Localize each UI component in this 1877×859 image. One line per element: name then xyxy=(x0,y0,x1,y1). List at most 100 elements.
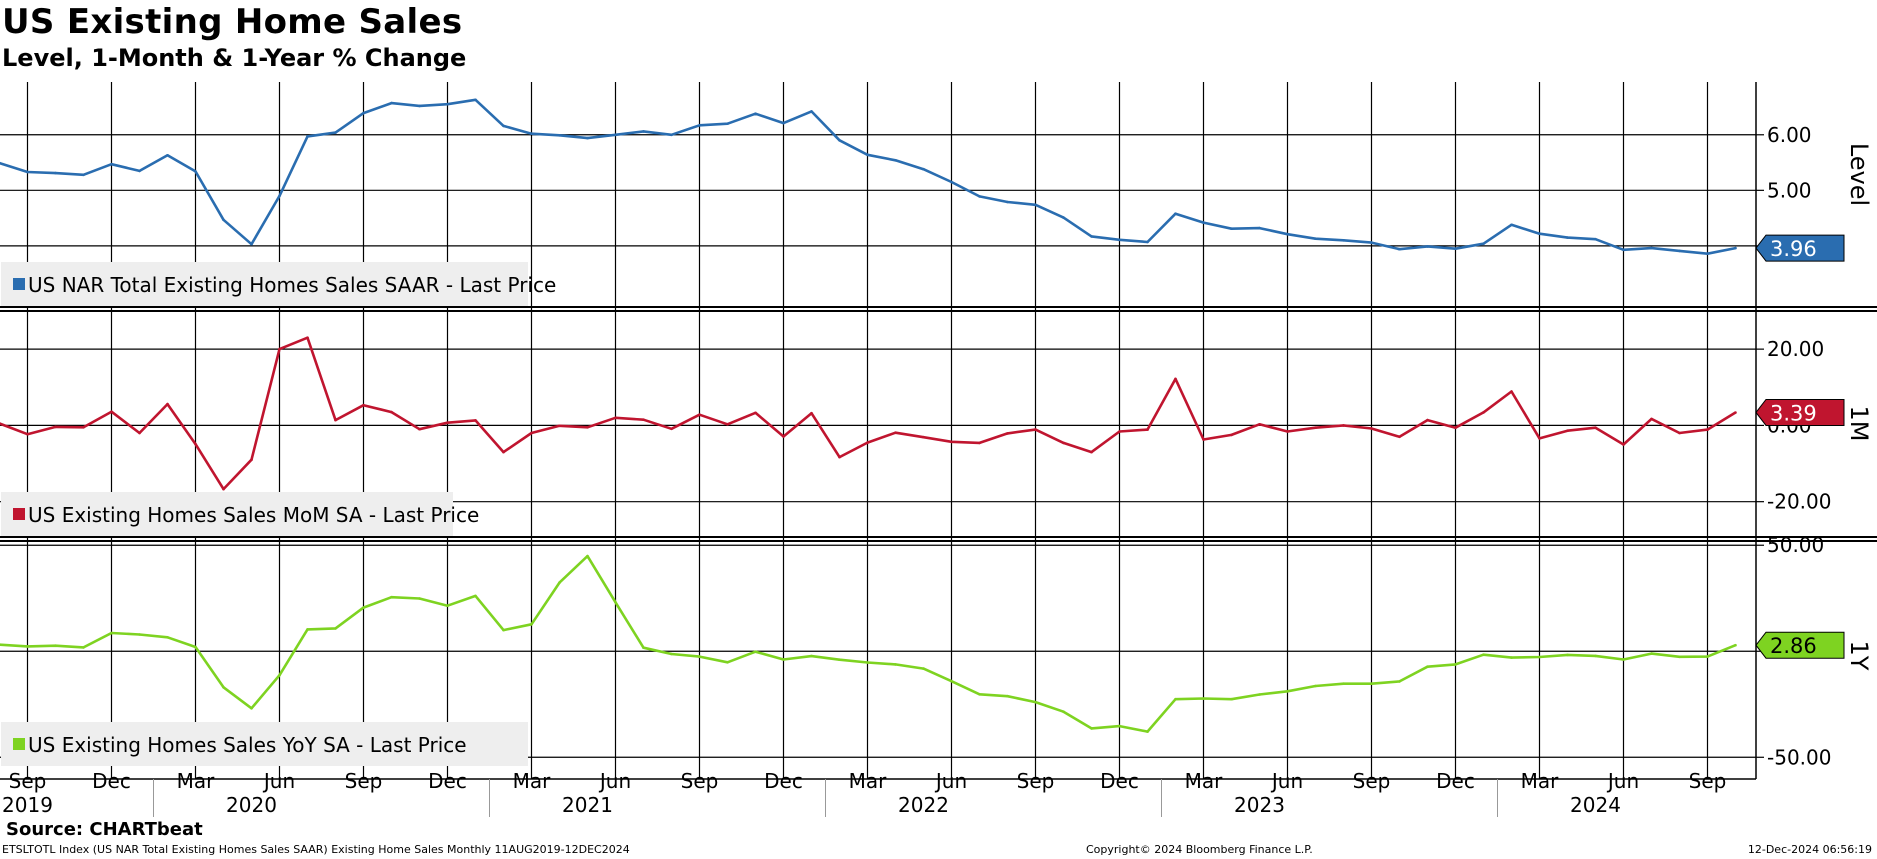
x-tick-label-month: Sep xyxy=(681,769,719,793)
level-last-value-label: 3.96 xyxy=(1770,237,1817,261)
yoy-data-point xyxy=(894,663,897,666)
yoy-data-point xyxy=(474,594,477,598)
mom-data-point xyxy=(166,402,169,406)
level-legend-box xyxy=(1,262,528,306)
level-data-point xyxy=(922,167,925,171)
yoy-data-point xyxy=(754,650,757,653)
x-tick-label-year: 2022 xyxy=(898,793,949,817)
level-data-point xyxy=(894,159,897,162)
level-data-point xyxy=(1006,200,1009,204)
yoy-data-point xyxy=(670,652,673,656)
yoy-data-point xyxy=(390,595,393,599)
level-data-point xyxy=(306,135,309,138)
yoy-legend-box xyxy=(1,722,528,766)
y-tick-label: -20.00 xyxy=(1767,490,1831,514)
yoy-last-value-tag xyxy=(1755,631,1845,659)
mom-data-point xyxy=(1174,377,1177,381)
mom-data-point xyxy=(922,435,925,439)
x-tick-label-month: Dec xyxy=(1100,769,1139,793)
level-data-point xyxy=(614,133,617,137)
level-data-point xyxy=(1314,237,1317,240)
x-tick-label-month: Mar xyxy=(177,769,216,793)
mom-data-point xyxy=(1650,417,1653,421)
level-data-point xyxy=(1482,242,1485,245)
level-data-point xyxy=(0,161,1,165)
yoy-data-point xyxy=(250,707,253,710)
yoy-data-point xyxy=(1594,654,1597,658)
mom-data-point xyxy=(782,435,785,438)
yoy-data-point xyxy=(1034,700,1037,704)
x-tick-label-month: Sep xyxy=(345,769,383,793)
yoy-data-point xyxy=(138,633,141,636)
yoy-legend-swatch xyxy=(13,738,25,750)
level-data-point xyxy=(642,130,645,133)
mom-data-point xyxy=(1706,428,1709,431)
yoy-data-point xyxy=(1622,658,1625,661)
mom-data-point xyxy=(26,432,29,436)
mom-data-point xyxy=(670,427,673,431)
mom-data-point xyxy=(334,418,337,422)
level-data-point xyxy=(726,122,729,125)
yoy-data-point xyxy=(978,693,981,696)
level-data-point xyxy=(1118,238,1121,242)
yoy-data-point xyxy=(1118,724,1121,728)
x-tick-label-month: Jun xyxy=(1270,769,1303,793)
mom-data-point xyxy=(1062,441,1065,445)
mom-data-point xyxy=(0,422,1,425)
x-tick-label-year: 2019 xyxy=(2,793,53,817)
mom-data-point xyxy=(1678,431,1681,435)
level-data-point xyxy=(1146,240,1149,244)
mom-data-point xyxy=(1426,418,1429,422)
yoy-data-point xyxy=(642,646,645,649)
level-data-point xyxy=(950,180,953,184)
mom-data-point xyxy=(418,427,421,431)
x-tick-label-month: Jun xyxy=(934,769,967,793)
yoy-data-point xyxy=(1342,682,1345,685)
mom-data-point xyxy=(1482,411,1485,414)
chart-title: US Existing Home Sales xyxy=(2,2,463,42)
level-data-point xyxy=(110,162,113,166)
level-data-point xyxy=(502,124,505,128)
mom-data-point xyxy=(1594,426,1597,430)
mom-data-point xyxy=(138,431,141,435)
level-axis-label: Level xyxy=(1845,143,1873,206)
level-data-point xyxy=(698,124,701,127)
yoy-data-point xyxy=(1286,690,1289,693)
yoy-data-point xyxy=(1734,643,1737,647)
mom-data-point xyxy=(1286,430,1289,433)
yoy-data-point xyxy=(1258,693,1261,696)
yoy-data-point xyxy=(866,661,869,664)
mom-data-point xyxy=(558,424,561,428)
mom-data-point xyxy=(1230,433,1233,437)
mom-data-point xyxy=(978,441,981,445)
yoy-data-point xyxy=(82,646,85,649)
level-data-point xyxy=(54,171,57,175)
mom-data-point xyxy=(1090,450,1093,454)
level-data-point xyxy=(1622,248,1625,252)
yoy-data-point xyxy=(446,604,449,607)
x-tick-label-month: Dec xyxy=(428,769,467,793)
yoy-data-point xyxy=(1482,653,1485,656)
x-tick-label-month: Dec xyxy=(1436,769,1475,793)
y-tick-label: 20.00 xyxy=(1767,337,1824,361)
mom-data-point xyxy=(866,441,869,444)
level-data-point xyxy=(978,195,981,198)
x-tick-label-month: Mar xyxy=(1185,769,1224,793)
level-data-point xyxy=(1230,227,1233,230)
yoy-data-point xyxy=(110,631,113,635)
yoy-data-point xyxy=(54,644,57,647)
level-data-point xyxy=(334,131,337,134)
level-data-point xyxy=(1090,235,1093,238)
yoy-data-point xyxy=(1510,656,1513,659)
mom-data-point xyxy=(474,419,477,422)
x-tick-label-year: 2021 xyxy=(562,793,613,817)
level-legend-swatch xyxy=(13,278,25,290)
level-data-point xyxy=(1286,232,1289,236)
level-data-point xyxy=(1706,252,1709,255)
level-data-point xyxy=(1594,237,1597,241)
level-legend-label: US NAR Total Existing Homes Sales SAAR -… xyxy=(28,273,556,297)
level-data-point xyxy=(754,112,757,115)
mom-data-point xyxy=(250,458,253,462)
level-data-point xyxy=(1398,247,1401,251)
level-data-point xyxy=(1650,246,1653,250)
